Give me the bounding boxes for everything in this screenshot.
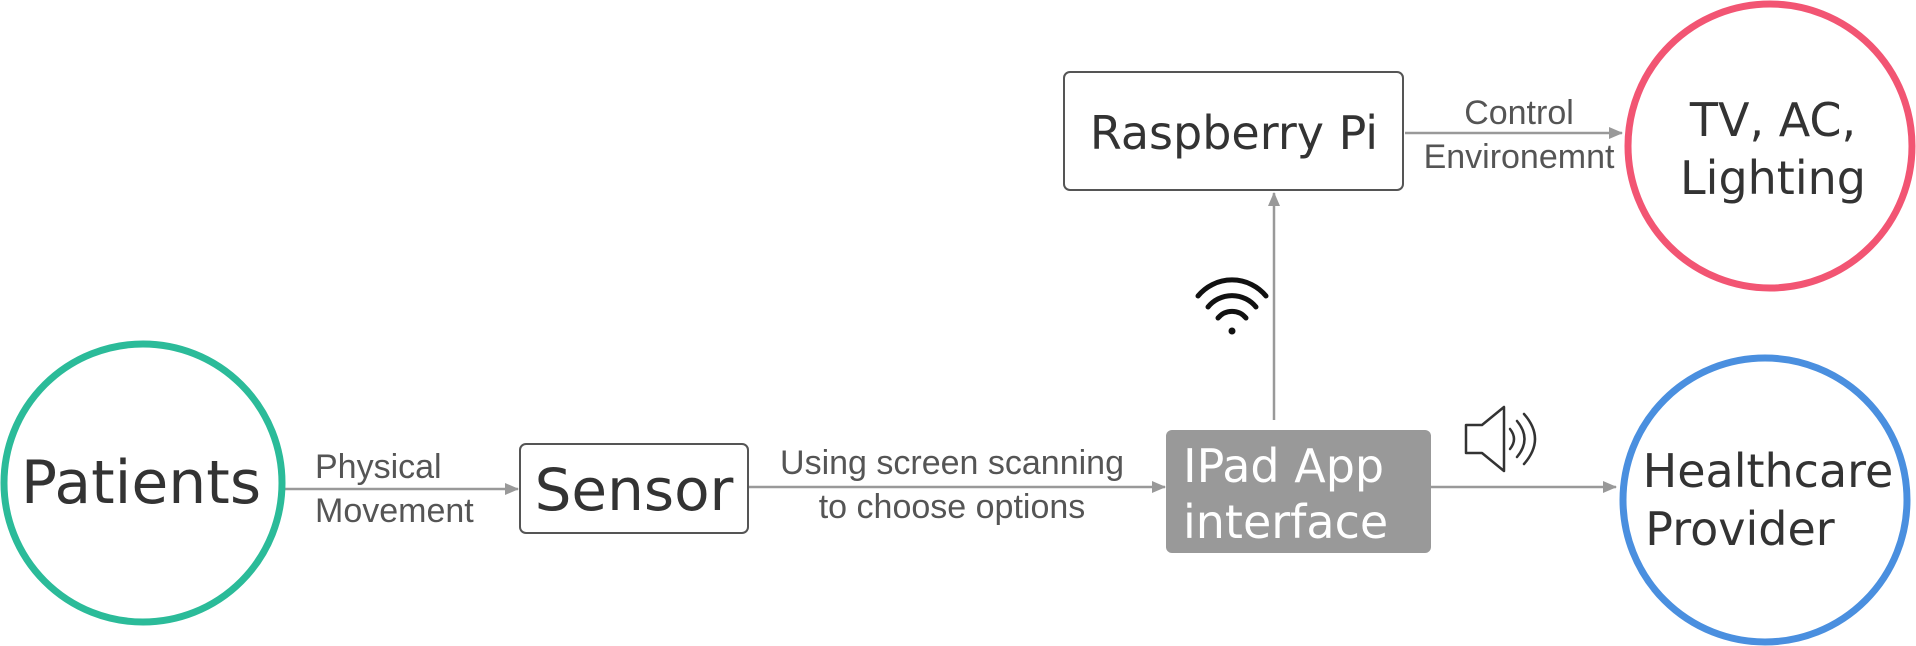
ipad-app-label-line1: IPad App: [1183, 439, 1384, 493]
edge-label-environment: Environemnt: [1424, 138, 1615, 176]
wifi-icon: [1195, 277, 1269, 335]
sensor-node: Sensor: [519, 443, 749, 534]
edge-label-screen-scanning: Using screen scanning: [780, 444, 1124, 482]
sensor-label: Sensor: [535, 456, 734, 524]
edge-label-movement: Movement: [315, 492, 474, 530]
environment-devices-circle: [1624, 0, 1916, 292]
healthcare-provider-circle: [1619, 354, 1911, 646]
healthcare-provider-node: Healthcare Provider: [1619, 354, 1911, 646]
healthcare-provider-label-line1: Healthcare: [1643, 444, 1894, 498]
patients-label: Patients: [21, 448, 261, 518]
patients-node: Patients: [0, 340, 286, 626]
healthcare-provider-label-line2: Provider: [1645, 502, 1834, 556]
environment-devices-label-line1: TV, AC,: [1689, 93, 1856, 147]
ipad-app-box: [1166, 430, 1431, 553]
patients-circle: [0, 340, 286, 626]
edge-label-control: Control: [1464, 94, 1574, 132]
edge-label-physical: Physical: [315, 448, 442, 486]
environment-devices-label-line2: Lighting: [1680, 151, 1866, 205]
ipad-app-node: IPad App interface: [1166, 430, 1431, 553]
environment-devices-node: TV, AC, Lighting: [1624, 0, 1916, 292]
raspberry-pi-label: Raspberry Pi: [1090, 106, 1378, 160]
sensor-box: [519, 443, 749, 534]
edge-label-choose-options: to choose options: [819, 488, 1086, 526]
speaker-icon: [1464, 405, 1537, 473]
ipad-app-label-line2: interface: [1183, 495, 1388, 549]
raspberry-pi-node: Raspberry Pi: [1063, 71, 1404, 191]
raspberry-pi-box: [1063, 71, 1404, 191]
